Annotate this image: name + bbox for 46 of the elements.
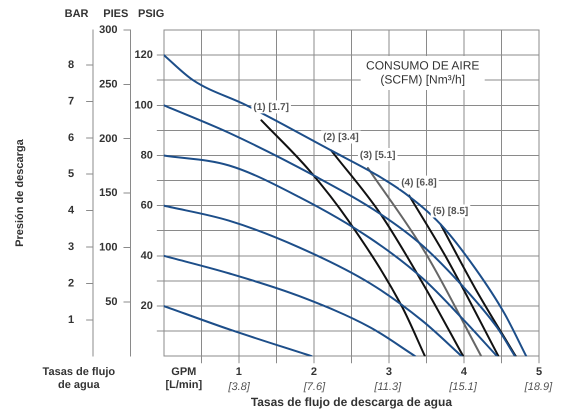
x-tick-label: 5	[536, 366, 542, 378]
y3-axis-title: Presión de descarga	[14, 138, 26, 247]
text: Tasas de flujo de agua	[42, 366, 116, 392]
series-label: (1) [1.7]	[253, 102, 289, 114]
y3-tick-label: 6	[68, 132, 74, 144]
line-series	[164, 104, 516, 356]
line-series	[164, 254, 416, 356]
y3-tick-label: 2	[68, 277, 74, 290]
series-label: (5) [8.5]	[432, 206, 468, 218]
y3-tick-label: 3	[68, 241, 74, 254]
x2-tick-label: [3.8]	[227, 381, 251, 394]
y3-tick-label: 1	[68, 314, 74, 326]
y3-tick-label: 4	[68, 204, 75, 217]
y2-tick-label: 100	[99, 242, 118, 254]
x2-tick-label: [15.1]	[448, 381, 478, 394]
annotation: CONSUMO DE AIRE (SCFM) [Nm³/h]	[366, 58, 480, 86]
series-label: (3) [5.1]	[360, 150, 396, 161]
x2-tick-label: [18.9]	[524, 381, 554, 394]
text: GPM [L/min]	[165, 366, 202, 392]
y2-tick-label: 200	[99, 132, 118, 145]
x2-tick-label: [11.3]	[373, 381, 402, 394]
y-tick-label: 60	[140, 200, 153, 212]
y2-tick-label: 300	[99, 24, 118, 36]
x-axis-title: Tasas de flujo de descarga de agua	[250, 395, 452, 410]
x-tick-label: 2	[310, 366, 317, 378]
y-tick-label: 100	[134, 99, 153, 112]
text: BAR	[64, 8, 89, 20]
y3-tick-label: 7	[68, 95, 74, 108]
y3-tick-label: 5	[68, 168, 74, 180]
y-tick-label: 40	[140, 250, 153, 262]
line-series	[164, 54, 528, 356]
x-tick-label: 3	[386, 366, 392, 378]
series-label: (2) [3.4]	[323, 132, 359, 144]
series-label: (4) [6.8]	[401, 177, 437, 188]
y2-tick-label: 250	[99, 78, 118, 90]
y2-tick-label: 50	[105, 296, 118, 308]
y-tick-label: 80	[140, 149, 153, 162]
x-tick-label: 4	[460, 366, 468, 378]
x2-tick-label: [7.6]	[302, 381, 326, 394]
y2-axis-title: PIES	[103, 8, 128, 20]
y2-tick-label: 150	[99, 187, 118, 200]
y-tick-label: 120	[134, 49, 153, 62]
x-tick-label: 1	[236, 366, 242, 378]
y-tick-label: 20	[140, 300, 153, 312]
y-axis-title: PSIG	[138, 8, 164, 20]
y3-tick-label: 8	[68, 58, 74, 71]
